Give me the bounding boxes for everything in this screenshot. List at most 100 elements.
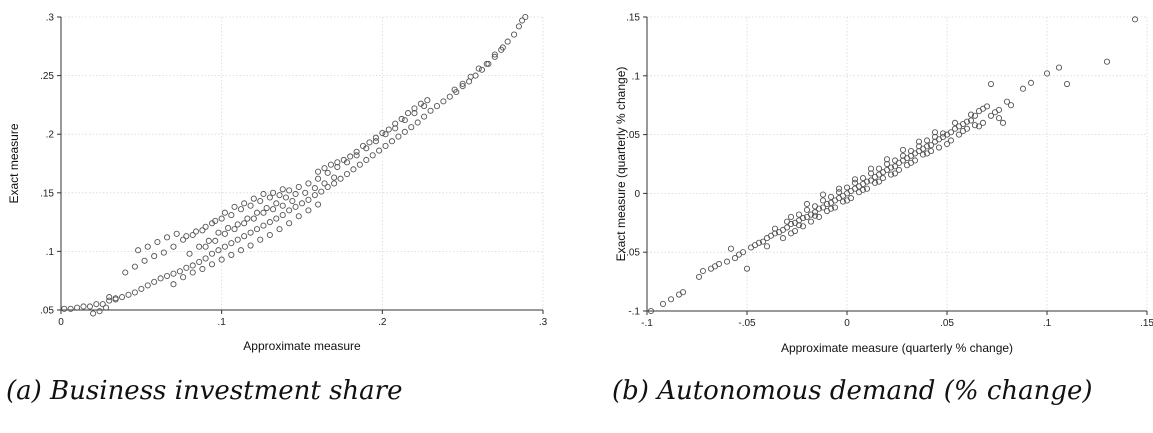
data-point xyxy=(122,269,129,276)
data-point xyxy=(459,83,466,90)
data-point xyxy=(273,200,280,207)
x-tick-label: -.05 xyxy=(738,318,756,329)
data-point xyxy=(305,180,312,187)
scatter-panel-b: -.1 -.05 0 .05 .1 .15 -.1 -.05 0 .05 .1 .15 Approxim… xyxy=(614,13,1153,356)
data-point xyxy=(350,166,357,173)
data-point xyxy=(915,138,923,145)
data-point xyxy=(799,215,807,222)
data-point xyxy=(356,161,363,168)
data-point xyxy=(995,106,1003,113)
data-point xyxy=(392,125,399,132)
data-point xyxy=(807,218,815,225)
data-point xyxy=(215,229,222,236)
data-point xyxy=(135,247,142,254)
x-tick-label: .15 xyxy=(1140,318,1153,329)
data-point xyxy=(305,207,312,214)
data-point xyxy=(987,80,995,88)
data-point xyxy=(343,170,351,178)
data-point xyxy=(228,251,235,258)
data-point xyxy=(286,220,293,227)
data-point xyxy=(292,190,299,198)
data-point xyxy=(787,230,795,237)
data-point xyxy=(963,118,971,125)
data-point xyxy=(266,219,273,226)
data-point xyxy=(93,301,100,308)
data-point xyxy=(1103,58,1111,65)
data-point xyxy=(871,179,879,186)
data-point xyxy=(815,213,823,220)
data-point xyxy=(879,175,887,182)
data-point xyxy=(491,53,498,60)
data-point xyxy=(779,235,787,242)
data-point xyxy=(215,247,222,254)
y-tick-label: .05 xyxy=(626,130,640,141)
data-point xyxy=(943,140,951,148)
data-point xyxy=(827,205,835,212)
data-point xyxy=(61,305,68,312)
data-point xyxy=(414,119,421,126)
data-point xyxy=(727,245,735,252)
data-point xyxy=(311,192,318,199)
data-point xyxy=(379,129,386,137)
data-point xyxy=(340,156,347,164)
data-point xyxy=(90,310,97,317)
y-tick-label: .25 xyxy=(40,71,54,82)
data-point xyxy=(151,253,158,260)
data-point xyxy=(321,165,328,172)
data-point xyxy=(935,144,943,151)
data-point xyxy=(279,202,286,209)
data-point xyxy=(967,111,975,118)
data-point xyxy=(102,304,110,311)
data-point xyxy=(347,153,354,160)
data-point xyxy=(221,209,228,216)
data-point xyxy=(711,263,719,270)
data-point xyxy=(931,133,939,141)
data-point xyxy=(253,209,261,216)
data-point xyxy=(173,230,180,237)
data-point xyxy=(923,143,931,150)
data-point xyxy=(851,179,859,186)
data-point xyxy=(372,134,379,141)
data-point xyxy=(208,250,216,257)
data-point xyxy=(196,243,203,250)
data-point xyxy=(286,207,293,214)
data-point xyxy=(522,13,529,21)
data-point xyxy=(739,249,747,256)
data-point xyxy=(895,166,903,173)
data-point xyxy=(863,185,871,192)
data-point xyxy=(244,215,251,222)
data-point xyxy=(472,72,479,79)
data-point xyxy=(212,217,219,224)
data-point xyxy=(99,301,106,308)
data-point xyxy=(695,273,703,280)
data-point xyxy=(247,242,254,249)
data-point xyxy=(263,204,270,212)
data-point xyxy=(144,243,151,250)
data-point xyxy=(324,183,331,190)
data-point xyxy=(279,186,286,193)
data-point xyxy=(189,262,196,269)
data-point xyxy=(923,150,931,157)
y-tick-label: .15 xyxy=(40,188,54,199)
data-point xyxy=(260,209,267,216)
data-point xyxy=(186,250,193,257)
data-point xyxy=(286,187,293,194)
x-axis-title: Approximate measure (quarterly % change) xyxy=(781,341,1013,355)
data-point xyxy=(385,126,392,133)
data-point xyxy=(811,209,819,216)
data-point xyxy=(247,229,254,236)
data-point xyxy=(205,237,212,244)
data-point xyxy=(843,184,851,191)
data-point xyxy=(411,110,418,117)
data-point xyxy=(67,305,74,312)
data-point xyxy=(851,176,859,183)
data-point xyxy=(743,265,751,272)
data-point xyxy=(475,65,482,72)
data-point xyxy=(202,223,209,230)
data-point xyxy=(927,142,935,149)
data-point xyxy=(276,192,283,199)
data-point xyxy=(1131,16,1139,23)
data-point xyxy=(515,23,522,30)
data-point xyxy=(363,156,370,164)
data-point xyxy=(241,220,248,227)
